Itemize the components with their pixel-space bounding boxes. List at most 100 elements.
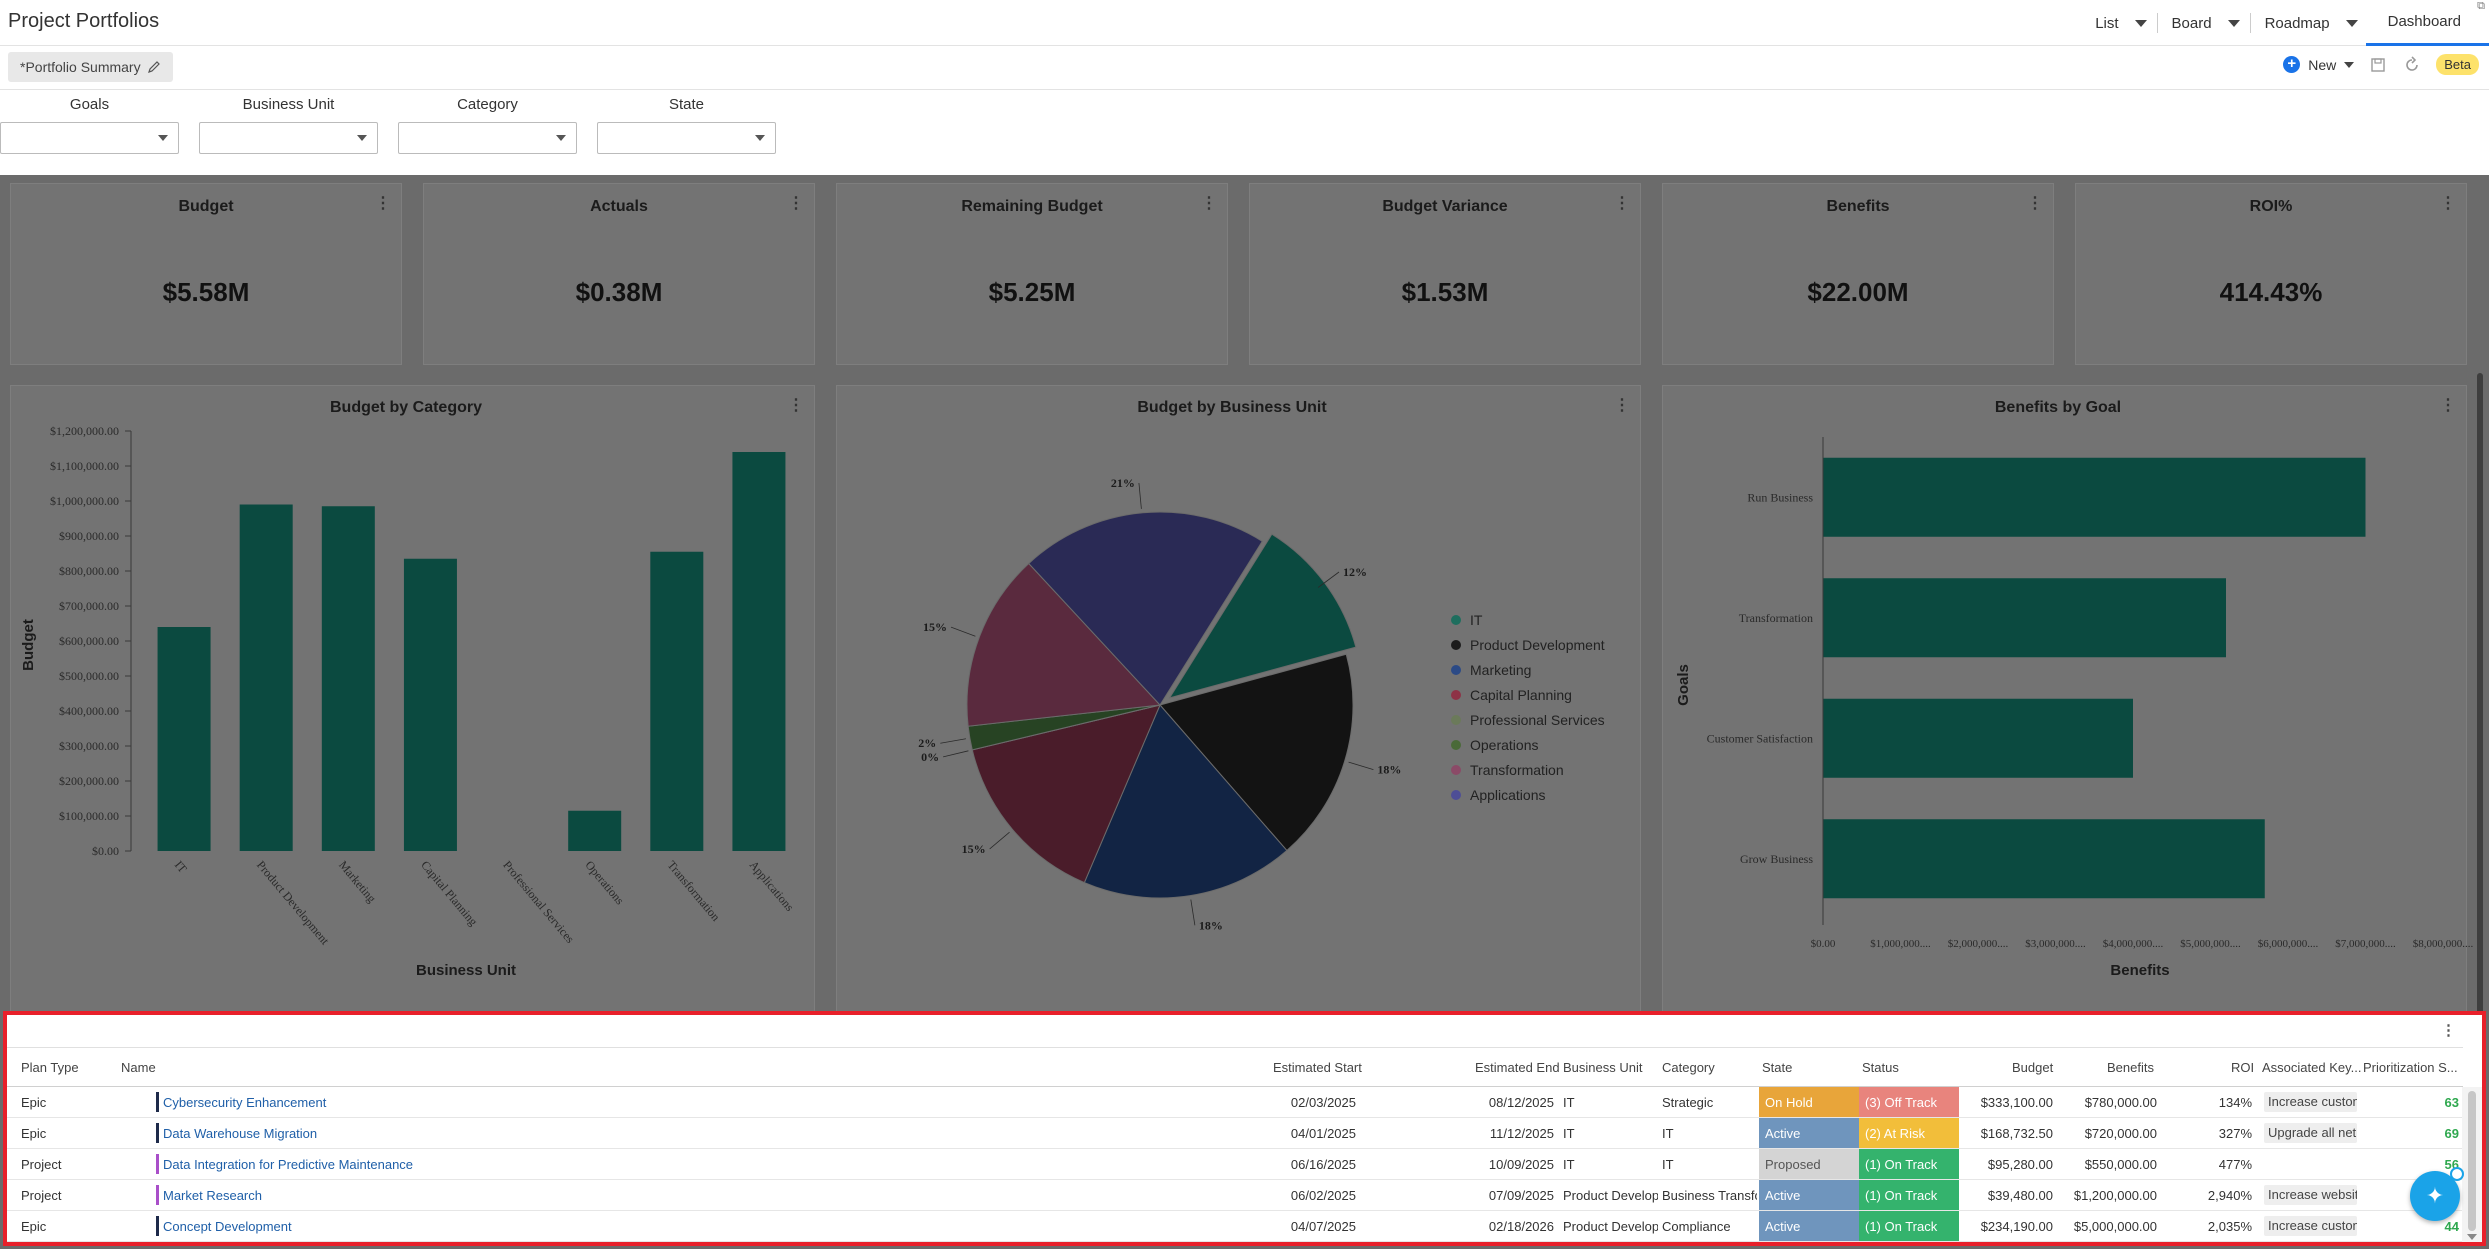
state-badge: Active <box>1759 1180 1859 1210</box>
filter-category-select[interactable] <box>398 122 577 154</box>
more-vertical-icon[interactable]: ⋮ <box>1614 397 1630 414</box>
dashboard-scrollbar[interactable] <box>2475 365 2485 1245</box>
column-header-estimated-end[interactable]: Estimated End <box>1475 1060 1560 1075</box>
more-vertical-icon[interactable]: ⋮ <box>1201 195 1217 212</box>
chevron-down-icon <box>2227 19 2240 27</box>
kpi-card-benefits: Benefits $22.00M ⋮ <box>1662 183 2054 365</box>
view-board-label[interactable]: Board <box>2171 14 2212 32</box>
cell-category: Strategic <box>1662 1095 1714 1110</box>
filter-goals-select[interactable] <box>0 122 179 154</box>
filter-business-unit: Business Unit <box>199 96 378 154</box>
cell-budget: $168,732.50 <box>1980 1126 2053 1141</box>
tab-portfolio-summary[interactable]: *Portfolio Summary <box>8 52 173 82</box>
chevron-down-icon <box>755 135 765 141</box>
filter-business-unit-select[interactable] <box>199 122 378 154</box>
plan-type-color-bar <box>156 1216 159 1236</box>
view-roadmap-label[interactable]: Roadmap <box>2264 14 2330 32</box>
plan-type-color-bar <box>156 1123 159 1143</box>
column-header-plan-type[interactable]: Plan Type <box>21 1060 79 1075</box>
cell-category: Compliance <box>1662 1219 1731 1234</box>
view-roadmap-dropdown[interactable] <box>2338 12 2366 34</box>
more-vertical-icon[interactable]: ⋮ <box>2440 195 2456 212</box>
plus-icon: + <box>2283 56 2301 73</box>
cell-name-link[interactable]: Concept Development <box>163 1219 292 1234</box>
chevron-down-icon <box>2134 19 2147 27</box>
cell-prioritization-score: 69 <box>2444 1126 2459 1141</box>
status-badge: (1) On Track <box>1859 1149 1959 1179</box>
column-header-benefits[interactable]: Benefits <box>2107 1060 2154 1075</box>
column-header-status[interactable]: Status <box>1862 1060 1899 1075</box>
more-vertical-icon[interactable]: ⋮ <box>788 397 804 414</box>
expand-icon[interactable]: ⧉ <box>2477 0 2485 12</box>
column-header-budget[interactable]: Budget <box>2012 1060 2054 1075</box>
column-header-associated-key[interactable]: Associated Key... <box>2262 1060 2362 1075</box>
view-list[interactable]: List <box>2087 0 2154 46</box>
cell-roi: 477% <box>2218 1157 2252 1172</box>
scrollbar-thumb[interactable] <box>2468 1091 2476 1231</box>
state-badge: Active <box>1759 1211 1859 1241</box>
status-badge: (2) At Risk <box>1859 1118 1959 1148</box>
view-list-dropdown[interactable] <box>2127 12 2155 34</box>
scrollbar-thumb[interactable] <box>2477 373 2483 1193</box>
view-roadmap[interactable]: Roadmap <box>2257 0 2366 46</box>
more-vertical-icon[interactable]: ⋮ <box>2440 397 2456 414</box>
save-icon[interactable] <box>2368 55 2388 75</box>
cell-name-link[interactable]: Data Warehouse Migration <box>163 1126 318 1141</box>
table-row[interactable]: Epic Cybersecurity Enhancement 02/03/2025 0… <box>7 1087 2463 1118</box>
project-grid: ⋮ Plan Type Name Estimated Start Estimat… <box>3 1011 2486 1246</box>
associated-key-chip: Increase websit <box>2264 1185 2357 1205</box>
more-vertical-icon[interactable]: ⋮ <box>2441 1022 2456 1039</box>
filter-state-select[interactable] <box>597 122 776 154</box>
plan-type-color-bar <box>156 1092 159 1112</box>
grid-scrollbar[interactable] <box>2462 1087 2482 1242</box>
filter-goals-label: Goals <box>69 96 110 113</box>
more-vertical-icon[interactable]: ⋮ <box>788 195 804 212</box>
table-row[interactable]: Epic Data Warehouse Migration 04/01/2025 11… <box>7 1118 2463 1149</box>
column-header-prioritization-score[interactable]: Prioritization S... <box>2363 1060 2458 1075</box>
cell-plan-type: Project <box>21 1188 62 1203</box>
more-vertical-icon[interactable]: ⋮ <box>375 195 391 212</box>
column-header-roi[interactable]: ROI <box>2231 1060 2255 1075</box>
cell-name-link[interactable]: Market Research <box>163 1188 262 1203</box>
filter-state: State <box>597 96 776 154</box>
column-header-business-unit[interactable]: Business Unit <box>1563 1060 1643 1075</box>
table-row[interactable]: Project Market Research 06/02/2025 07/09/20… <box>7 1180 2463 1211</box>
cell-plan-type: Project <box>21 1157 62 1172</box>
view-dashboard[interactable]: Dashboard <box>2365 0 2489 46</box>
plan-type-color-bar <box>156 1154 159 1174</box>
cell-name-link[interactable]: Cybersecurity Enhancement <box>163 1095 327 1110</box>
view-board-dropdown[interactable] <box>2220 12 2248 34</box>
cell-plan-type: Epic <box>21 1126 47 1141</box>
filter-category: Category <box>398 96 577 154</box>
chevron-down-icon <box>158 135 168 141</box>
table-row[interactable]: Epic Concept Development 04/07/2025 02/18/2… <box>7 1211 2463 1242</box>
scroll-down-icon[interactable] <box>2467 1234 2477 1240</box>
refresh-icon[interactable] <box>2402 55 2422 75</box>
table-row[interactable]: Project Data Integration for Predictive M… <box>7 1149 2463 1180</box>
more-vertical-icon[interactable]: ⋮ <box>2027 195 2043 212</box>
column-header-state[interactable]: State <box>1762 1060 1793 1075</box>
more-vertical-icon[interactable]: ⋮ <box>1614 195 1630 212</box>
column-header-name[interactable]: Name <box>121 1060 156 1075</box>
column-header-estimated-start[interactable]: Estimated Start <box>1273 1060 1362 1075</box>
filter-goals: Goals <box>0 96 179 154</box>
chevron-down-icon <box>357 135 367 141</box>
cell-benefits: $720,000.00 <box>2084 1126 2157 1141</box>
new-button[interactable]: + New <box>2283 56 2355 73</box>
kpi-title: Actuals <box>590 198 648 215</box>
view-list-label[interactable]: List <box>2095 14 2119 32</box>
cell-category: IT <box>1662 1157 1674 1172</box>
associated-key-chip: Increase custom <box>2264 1092 2357 1112</box>
view-board[interactable]: Board <box>2164 0 2248 46</box>
cell-estimated-end: 02/18/2026 <box>1488 1219 1554 1234</box>
cell-estimated-end: 08/12/2025 <box>1488 1095 1554 1110</box>
cell-name-link[interactable]: Data Integration for Predictive Maintena… <box>163 1157 414 1172</box>
pencil-icon[interactable] <box>147 60 161 74</box>
column-header-category[interactable]: Category <box>1662 1060 1715 1075</box>
cell-category: IT <box>1662 1126 1674 1141</box>
cell-budget: $234,190.00 <box>1980 1219 2053 1234</box>
cell-business-unit: Product Develop <box>1563 1219 1658 1234</box>
kpi-value: $22.00M <box>1807 277 1909 307</box>
cell-business-unit: IT <box>1563 1126 1575 1141</box>
state-badge: Active <box>1759 1118 1859 1148</box>
